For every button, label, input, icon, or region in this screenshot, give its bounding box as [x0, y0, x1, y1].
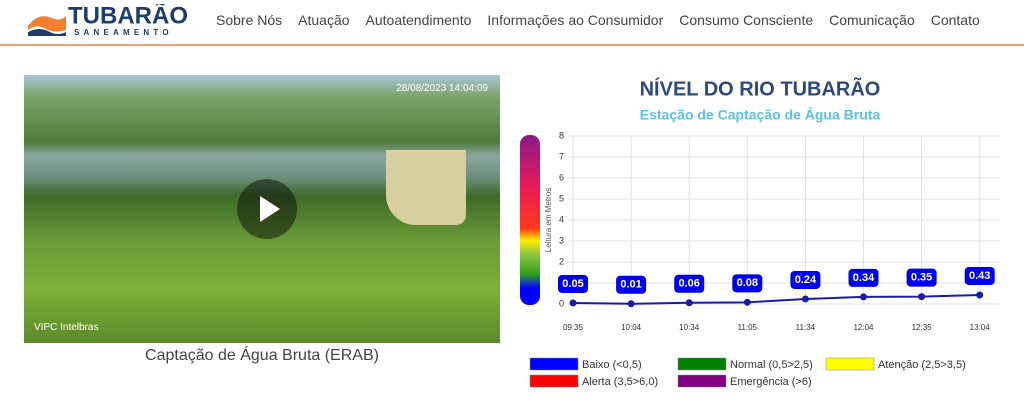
x-tick-label: 09:35	[563, 323, 584, 332]
nav-link[interactable]: Autoatendimento	[365, 12, 472, 28]
data-point	[685, 299, 693, 307]
video-player: 28/08/2023 14:04:09 VIPC Intelbras	[24, 75, 500, 343]
nav-link[interactable]: Atuação	[298, 12, 350, 28]
level-gradient	[520, 135, 540, 305]
y-tick-label: 3	[559, 235, 564, 245]
data-label-box	[616, 275, 647, 294]
chart-title: NÍVEL DO RIO TUBARÃO	[640, 77, 881, 100]
data-point	[743, 298, 751, 306]
data-label-box	[906, 268, 937, 287]
data-label: 0.05	[562, 278, 583, 290]
logo-wave	[28, 29, 66, 36]
x-tick-label: 10:34	[679, 323, 700, 332]
data-line	[572, 293, 980, 305]
nav-link[interactable]: Comunicação	[829, 12, 915, 28]
legend-swatch	[529, 374, 579, 388]
y-tick-label: 7	[559, 151, 564, 161]
legend-swatch	[677, 374, 727, 388]
header: TUBARÃO SANEAMENTO Sobre Nós Atuação Autoa…	[0, 0, 1024, 46]
logo-subtext: SANEAMENTO	[74, 28, 173, 37]
data-label: 0.43	[969, 270, 990, 282]
nav-link[interactable]: Sobre Nós	[216, 12, 283, 28]
legend-label: Normal (0,5>2,5)	[730, 359, 813, 371]
nav-link[interactable]: Consumo Consciente	[679, 12, 814, 28]
data-point	[860, 293, 867, 301]
data-label-box	[790, 270, 821, 289]
play-button[interactable]	[237, 179, 297, 239]
x-tick-label: 11:05	[738, 323, 758, 332]
data-label-box	[674, 274, 705, 293]
logo-text: TUBARÃO	[68, 4, 188, 29]
data-label-box	[558, 274, 588, 293]
data-point	[569, 299, 577, 307]
logo-wave	[28, 16, 66, 32]
y-tick-label: 5	[559, 193, 564, 203]
y-tick-label: 8	[559, 130, 564, 140]
nav-link[interactable]: Contato	[930, 12, 980, 28]
x-tick-label: 13:04	[970, 323, 991, 332]
data-point	[976, 291, 984, 299]
legend-label: Baixo (<0,5)	[582, 359, 642, 371]
data-label: 0.35	[911, 272, 932, 284]
data-label: 0.08	[737, 277, 758, 289]
legend-swatch	[825, 357, 875, 371]
legend-swatch	[529, 357, 579, 371]
x-tick-label: 12:35	[912, 323, 933, 332]
legend-label: Atenção (2,5>3,5)	[878, 359, 966, 371]
y-tick-label: 2	[559, 256, 564, 266]
data-point	[627, 300, 635, 308]
data-label-box	[732, 274, 763, 293]
y-tick-label: 0	[559, 298, 564, 308]
data-label-box	[848, 268, 879, 287]
nav-link[interactable]: Informações ao Consumidor	[487, 12, 664, 28]
logo[interactable]: TUBARÃO SANEAMENTO	[26, 1, 196, 40]
video-watermark: VIPC Intelbras	[34, 322, 99, 333]
data-point	[918, 293, 926, 301]
data-label: 0.24	[795, 274, 817, 286]
video-timestamp: 28/08/2023 14:04:09	[396, 83, 488, 94]
x-tick-label: 12:04	[853, 323, 874, 332]
data-label-box	[964, 266, 995, 285]
video-caption: Captação de Água Bruta (ERAB)	[145, 347, 379, 364]
y-tick-label: 4	[559, 214, 564, 224]
data-label: 0.34	[853, 272, 875, 284]
x-tick-label: 10:04	[621, 323, 642, 332]
y-axis-label: Leitura em Metros	[544, 188, 553, 252]
legend-swatch	[677, 357, 727, 371]
y-tick-label: 6	[559, 172, 564, 182]
legend-label: Alerta (3,5>6,0)	[582, 376, 658, 388]
nav: Sobre Nós Atuação Autoatendimento Informaçõ…	[216, 12, 980, 28]
legend-label: Emergência (>6)	[730, 376, 812, 388]
scene-structure	[386, 150, 466, 225]
data-label: 0.06	[678, 278, 699, 290]
data-point	[801, 295, 809, 303]
logo-graphic: TUBARÃO SANEAMENTO	[28, 1, 188, 37]
x-tick-label: 11:34	[796, 323, 816, 332]
data-label: 0.01	[620, 279, 641, 291]
chart-subtitle: Estação de Captação de Água Bruta	[640, 107, 881, 123]
